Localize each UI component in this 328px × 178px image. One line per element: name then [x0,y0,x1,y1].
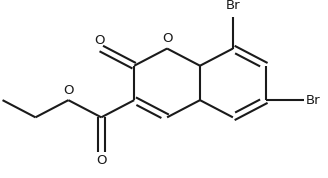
Text: O: O [96,154,107,167]
Text: Br: Br [306,94,320,107]
Text: O: O [162,32,172,45]
Text: O: O [94,34,105,47]
Text: O: O [63,83,73,96]
Text: Br: Br [226,0,240,12]
